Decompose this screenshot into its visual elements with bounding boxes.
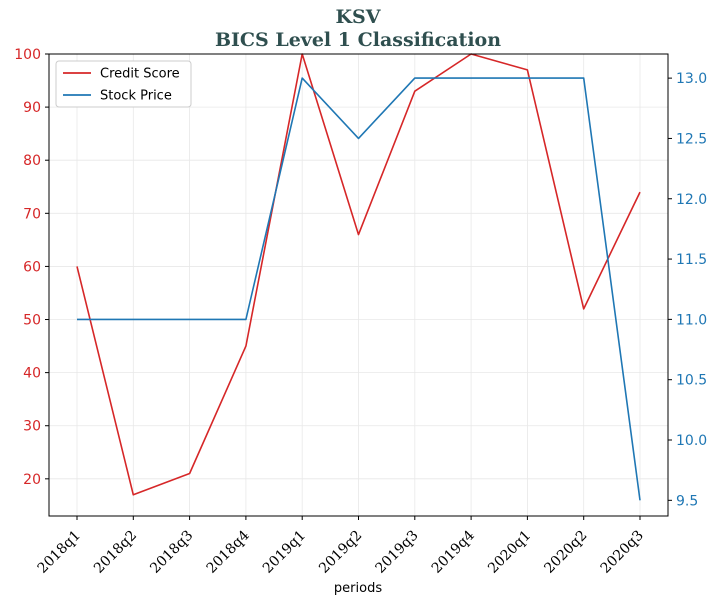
chart-title: KSV [336, 6, 382, 28]
left-tick-label: 20 [23, 472, 41, 488]
left-axis: 20 30 40 50 60 70 80 90 100 [14, 47, 49, 488]
right-tick-label: 10.5 [676, 373, 707, 389]
right-tick-label: 12.5 [676, 131, 707, 147]
series-line-credit-score [76, 53, 641, 496]
x-tick-label: 2019q4 [429, 527, 478, 576]
left-tick-label: 50 [23, 313, 41, 329]
grid [49, 53, 668, 516]
series-line-stock-price [77, 77, 641, 501]
right-tick-label: 11.5 [676, 252, 707, 268]
legend-label-stock-price: Stock Price [100, 89, 172, 104]
right-tick-label: 13.0 [676, 71, 707, 87]
left-tick-label: 60 [23, 259, 41, 275]
right-tick-label: 9.5 [676, 493, 698, 509]
left-tick-label: 40 [23, 366, 41, 382]
left-tick-label: 90 [23, 100, 41, 116]
x-tick-label: 2018q1 [35, 528, 84, 577]
right-axis: 9.5 10.0 10.5 11.0 11.5 12.0 12.5 13.0 [668, 71, 707, 509]
legend-label-credit-score: Credit Score [100, 67, 180, 82]
x-tick-label: 2020q1 [485, 528, 534, 577]
left-tick-label: 100 [14, 47, 41, 63]
x-tick-label: 2019q2 [316, 528, 365, 577]
x-tick-label: 2020q3 [598, 528, 647, 577]
right-tick-label: 12.0 [676, 192, 707, 208]
right-tick-label: 10.0 [676, 433, 707, 449]
right-tick-label: 11.0 [676, 312, 707, 328]
x-tick-label: 2018q4 [204, 527, 253, 576]
x-tick-label: 2019q3 [372, 528, 421, 577]
x-axis-label: periods [334, 581, 382, 596]
chart-subtitle: BICS Level 1 Classification [215, 29, 501, 51]
x-axis: 2018q1 2018q2 2018q3 2018q4 2019q1 2019q2 2019… [35, 516, 647, 577]
x-tick-label: 2019q1 [260, 528, 309, 577]
x-tick-label: 2018q3 [147, 528, 196, 577]
left-tick-label: 70 [23, 206, 41, 222]
left-tick-label: 30 [23, 419, 41, 435]
x-tick-label: 2020q2 [541, 528, 590, 577]
series-layer [76, 53, 641, 501]
legend: Credit Score Stock Price [55, 60, 192, 108]
x-tick-label: 2018q2 [91, 528, 140, 577]
left-tick-label: 80 [23, 153, 41, 169]
